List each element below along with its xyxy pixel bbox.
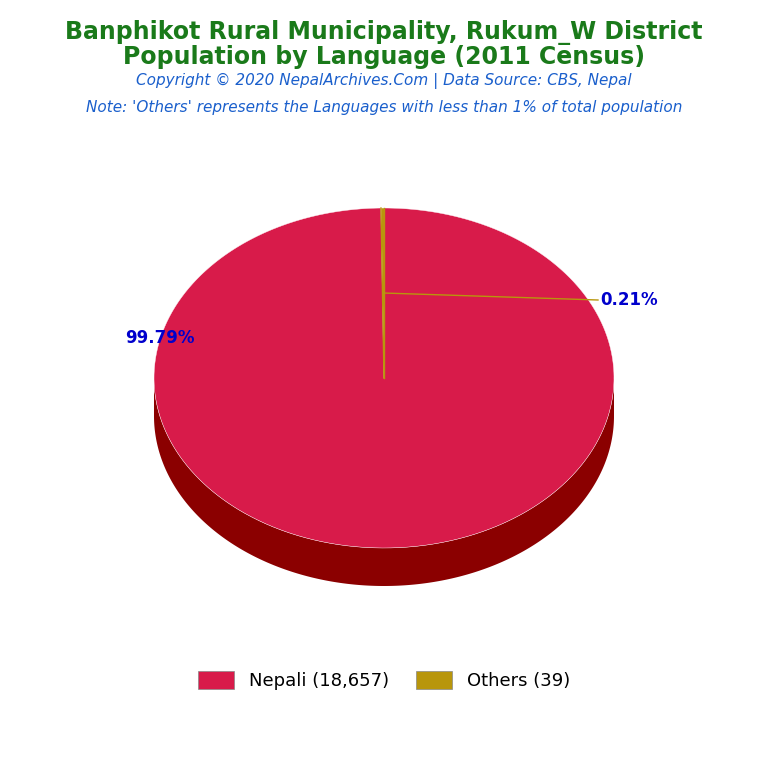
Text: 99.79%: 99.79% xyxy=(125,329,194,347)
Legend: Nepali (18,657), Others (39): Nepali (18,657), Others (39) xyxy=(191,664,577,697)
Text: Copyright © 2020 NepalArchives.Com | Data Source: CBS, Nepal: Copyright © 2020 NepalArchives.Com | Dat… xyxy=(136,73,632,89)
Polygon shape xyxy=(154,379,614,586)
Polygon shape xyxy=(381,208,384,378)
Text: Note: 'Others' represents the Languages with less than 1% of total population: Note: 'Others' represents the Languages … xyxy=(86,100,682,115)
Polygon shape xyxy=(154,208,614,548)
Text: Banphikot Rural Municipality, Rukum_W District: Banphikot Rural Municipality, Rukum_W Di… xyxy=(65,20,703,45)
Text: Population by Language (2011 Census): Population by Language (2011 Census) xyxy=(123,45,645,69)
Text: 0.21%: 0.21% xyxy=(600,291,657,309)
